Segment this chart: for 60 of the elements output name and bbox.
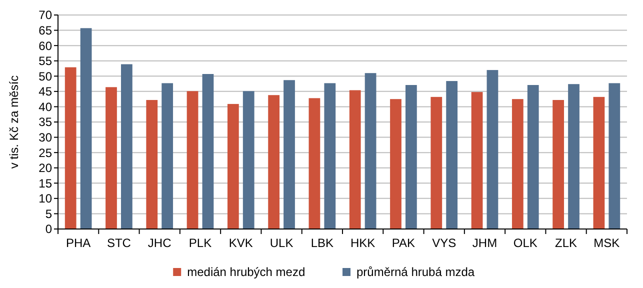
bar [568,84,580,229]
bar [146,100,158,229]
bar [430,96,442,229]
bar [405,85,417,229]
bar [608,83,620,229]
x-tick-label: PHA [66,236,91,250]
bar [471,92,483,229]
y-tick-label: 25 [38,146,52,160]
bar [527,85,539,229]
bar [186,91,198,229]
bar [593,96,605,229]
y-tick-label: 35 [38,115,52,130]
x-tick-label: PAK [392,236,416,250]
y-tick-label: 20 [38,161,52,176]
x-tick-label: PLK [188,236,212,250]
x-tick-label: STC [106,236,132,250]
x-tick-label: KVK [228,236,253,250]
bar [552,100,564,229]
bar [486,70,498,229]
y-tick-label: 70 [38,8,52,22]
y-tick-label: 65 [38,23,52,38]
y-tick-label: 45 [38,84,52,99]
bar [364,73,376,229]
x-tick-label: MSK [594,236,620,250]
bar [268,95,280,229]
bar [324,83,336,229]
legend-label: medián hrubých mezd [187,265,306,280]
y-tick-label: 60 [38,38,52,53]
legend-label: průměrná hrubá mzda [356,265,475,280]
bar [284,80,295,229]
bar [120,64,132,229]
x-tick-label: ULK [270,236,294,250]
bar [80,28,92,229]
bar [390,99,402,229]
y-tick-label: 40 [38,100,52,114]
y-tick-label: 10 [38,192,52,206]
bar [308,98,320,229]
x-tick-label: JHC [148,236,172,250]
y-tick-label: 50 [38,69,52,84]
y-tick-label: 5 [45,206,52,221]
x-tick-label: VYS [432,236,456,250]
x-tick-label: JHM [472,236,498,250]
y-tick-label: 30 [38,130,52,144]
bar [512,99,524,229]
bar [227,104,239,229]
y-tick-label: 0 [45,222,52,236]
y-tick-label: 15 [38,176,52,190]
bar [446,81,458,229]
bar [202,74,214,229]
x-tick-label: OLK [513,236,538,250]
x-tick-label: LBK [310,236,334,250]
bar [64,67,76,229]
x-tick-label: ZLK [555,236,578,250]
bar [162,83,174,229]
bar [106,87,117,229]
x-tick-label: HKK [350,236,376,250]
y-tick-label: 55 [38,54,52,68]
bar [349,90,361,229]
y-axis-title: v tis. Kč za měsíc [7,75,22,169]
bar [242,91,254,229]
